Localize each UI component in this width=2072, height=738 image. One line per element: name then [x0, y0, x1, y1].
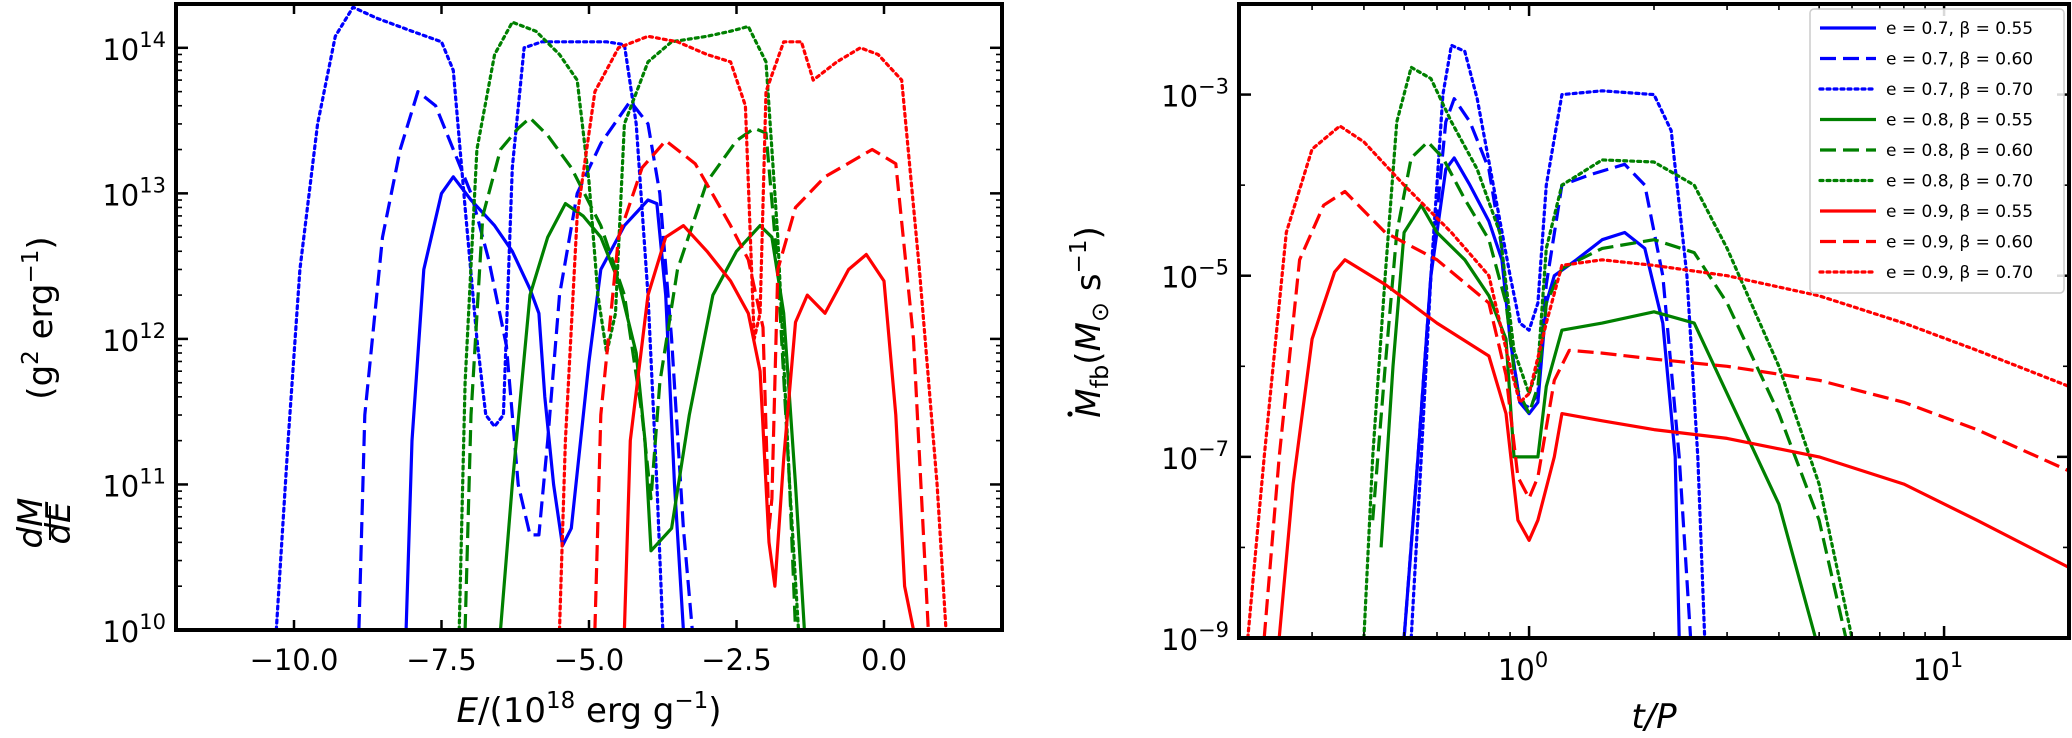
legend-entry: e = 0.9, β = 0.70 [1886, 263, 2033, 283]
energy-series-e-0-9-0-70 [557, 34, 948, 630]
x-tick-label: 0.0 [861, 643, 907, 677]
energy-series-e-0-8-0-55 [498, 202, 806, 630]
y-tick-label: 10−7 [1161, 437, 1229, 476]
x-tick-label: −7.5 [406, 643, 476, 677]
legend-entry: e = 0.8, β = 0.55 [1886, 111, 2033, 131]
legend-entry: e = 0.7, β = 0.70 [1886, 80, 2033, 100]
rate-series-e-0-9-0-70 [1246, 124, 2069, 638]
x-tick-label: −2.5 [701, 643, 771, 677]
energy-series-e-0-8-0-60 [463, 116, 798, 630]
energy-distribution-frame [174, 2, 1004, 632]
rate-series-e-0-7-0-70 [1409, 43, 1707, 638]
legend: e = 0.7, β = 0.55 e = 0.7, β = 0.60 e = 0.… [1809, 8, 2065, 294]
legend-entry: e = 0.9, β = 0.55 [1886, 202, 2033, 222]
y-tick-label: 10−9 [1161, 618, 1229, 657]
energy-distribution-panel: −10.0 −7.5 −5.0 −2.5 0.0 1010 1011 1012 1013 1014… [11, 2, 1004, 731]
y-tick-label: 10−5 [1161, 256, 1229, 295]
y-tick-label: 1014 [102, 28, 166, 67]
y-tick-label: 1013 [102, 173, 166, 212]
energy-series-e-0-9-0-60 [593, 139, 930, 630]
rate-series-e-0-7-0-55 [1402, 156, 1681, 638]
rate-series-e-0-8-0-55 [1379, 203, 1818, 638]
y-tick-label: 1010 [102, 610, 166, 649]
y-tick-label: 1011 [102, 464, 166, 503]
svg-text:(g2 erg−1): (g2 erg−1) [18, 236, 61, 399]
legend-entry: e = 0.7, β = 0.60 [1886, 50, 2033, 70]
rate-series-e-0-9-0-60 [1262, 189, 2069, 638]
fallback-rate-ticks: 100 101 10−9 10−7 10−5 10−3 [1161, 4, 2069, 687]
legend-entry: e = 0.8, β = 0.60 [1886, 141, 2033, 161]
fallback-rate-axis-label: Mfb(M⊙ s−1) [1066, 226, 1114, 417]
svg-text:dM: dM [11, 498, 51, 549]
x-tick-label: 101 [1913, 648, 1963, 687]
svg-text:Mfb(M⊙ s−1): Mfb(M⊙ s−1) [1066, 226, 1114, 417]
energy-distribution-ticks: −10.0 −7.5 −5.0 −2.5 0.0 1010 1011 1012 1013 1014 [102, 3, 1002, 677]
y-tick-label: 10−3 [1161, 75, 1229, 114]
rate-series-e-0-8-0-60 [1371, 140, 1848, 638]
energy-series-e-0-9-0-55 [622, 224, 916, 630]
legend-entry: e = 0.9, β = 0.60 [1886, 233, 2033, 253]
time-axis-label: t/P [1631, 697, 1677, 737]
mass-distribution-axis-label: (g2 erg−1) dM dE [11, 236, 79, 548]
legend-entry: e = 0.8, β = 0.70 [1886, 172, 2033, 192]
energy-axis-label: E/(1018 erg g−1) [457, 688, 722, 731]
fallback-rate-panel: 100 101 10−9 10−7 10−5 10−3 t/P Mfb(M⊙ s−1) e… [1066, 2, 2071, 737]
legend-box [1809, 8, 2065, 294]
svg-text:dE: dE [39, 501, 79, 545]
y-tick-label: 1012 [102, 319, 166, 358]
x-tick-label: 100 [1498, 648, 1548, 687]
rate-series-e-0-9-0-55 [1277, 258, 2069, 638]
x-tick-label: −5.0 [554, 643, 624, 677]
x-tick-label: −10.0 [250, 643, 339, 677]
legend-entry: e = 0.7, β = 0.55 [1886, 19, 2033, 39]
energy-distribution-lines [274, 5, 948, 630]
fallback-rate-lines [1246, 43, 2069, 638]
energy-series-e-0-7-0-60 [357, 90, 694, 630]
energy-series-e-0-8-0-70 [457, 20, 801, 630]
